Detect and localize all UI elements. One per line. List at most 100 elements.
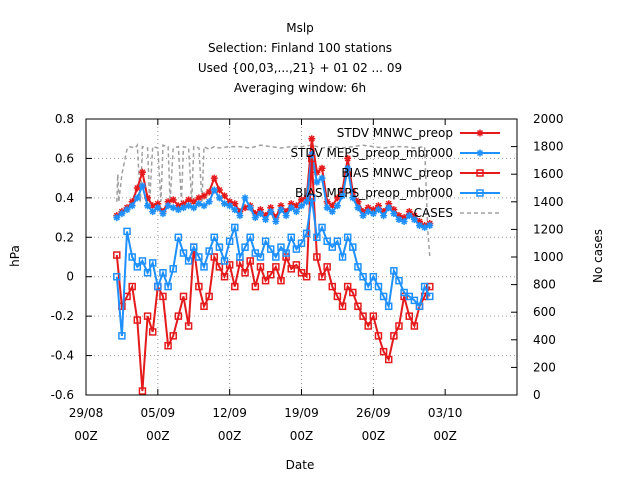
data-point [354, 198, 362, 206]
data-point [231, 200, 239, 208]
data-point [308, 194, 316, 202]
y2-tick-label: 0 [533, 388, 541, 402]
data-point [390, 210, 398, 218]
data-point [231, 206, 239, 214]
data-point [333, 292, 342, 301]
data-point [318, 164, 326, 172]
data-point [225, 261, 234, 269]
title-line-2: Selection: Finland 100 stations [208, 41, 392, 55]
data-point [251, 282, 260, 291]
data-point [395, 276, 403, 285]
data-point [195, 282, 203, 291]
data-point [323, 204, 331, 212]
data-point [205, 247, 213, 255]
data-point [190, 204, 198, 212]
data-point [323, 237, 331, 245]
data-point [318, 174, 326, 182]
y-tick-label: 0.6 [55, 151, 74, 165]
data-point [236, 208, 244, 216]
x-tick-label-time: 00Z [218, 429, 242, 443]
data-point [349, 243, 357, 251]
data-point [267, 208, 275, 216]
data-point [220, 272, 229, 281]
data-point [133, 263, 142, 271]
data-point [374, 282, 383, 291]
data-point [256, 206, 264, 214]
data-point [328, 202, 336, 210]
data-point [149, 202, 157, 210]
data-point [215, 263, 224, 271]
data-point [190, 198, 198, 206]
y-tick-label: 0.4 [55, 191, 74, 205]
data-point [323, 263, 331, 271]
data-point [400, 218, 408, 226]
data-point [333, 237, 342, 245]
data-point [384, 302, 393, 311]
data-point [143, 269, 152, 277]
data-point [344, 154, 352, 162]
data-point [282, 249, 290, 257]
series-3 [113, 194, 434, 340]
y2-tick-label: 1400 [533, 195, 564, 209]
data-point [302, 229, 311, 238]
data-point [133, 316, 142, 324]
data-point [272, 263, 280, 271]
data-point [282, 208, 290, 216]
x-tick-label-time: 00Z [74, 429, 98, 443]
data-point [138, 257, 147, 265]
data-point [380, 208, 388, 216]
data-point [287, 204, 295, 212]
data-point [266, 245, 275, 253]
data-point [333, 194, 341, 202]
data-point [118, 332, 126, 340]
data-point [138, 168, 146, 176]
data-point [215, 194, 223, 202]
title-line-4: Averaging window: 6h [234, 81, 366, 95]
data-point [420, 282, 429, 291]
data-point [303, 198, 311, 206]
data-point [343, 282, 352, 291]
data-point [138, 387, 147, 395]
x-tick-label: 19/09 [284, 406, 319, 420]
data-point [185, 202, 193, 210]
data-point [256, 253, 265, 261]
data-point [200, 302, 208, 311]
data-point [379, 292, 388, 301]
data-point [215, 186, 223, 194]
data-point [159, 292, 167, 301]
data-point [210, 174, 218, 182]
data-point [195, 253, 203, 261]
data-point [277, 202, 285, 210]
data-point [384, 355, 393, 364]
data-point [380, 212, 388, 220]
y2-tick-label: 2000 [533, 112, 564, 126]
data-point [221, 200, 229, 208]
data-point [226, 198, 234, 206]
data-point [416, 221, 424, 229]
data-point [364, 204, 372, 212]
x-tick-label: 29/08 [69, 406, 104, 420]
y2-tick-label: 1600 [533, 167, 564, 181]
data-point [405, 208, 413, 216]
legend-label: BIAS MEPS_preop_mbr000 [295, 186, 453, 200]
data-point [205, 292, 213, 301]
y-tick-label: 0 [66, 270, 74, 284]
data-point [369, 272, 378, 281]
data-point [231, 282, 239, 291]
data-point [272, 218, 280, 226]
data-point [128, 198, 136, 206]
series-line [116, 143, 431, 258]
data-point [410, 296, 419, 305]
data-point [374, 332, 383, 340]
data-point [339, 186, 347, 194]
data-point [179, 249, 188, 257]
data-point [174, 206, 182, 214]
data-point [113, 214, 121, 222]
x-tick-label-time: 00Z [290, 429, 314, 443]
data-point [174, 233, 183, 242]
legend-label: STDV MEPS_preop_mbr000 [290, 146, 453, 160]
data-point [246, 257, 254, 265]
data-point [349, 194, 357, 202]
data-point [344, 164, 352, 172]
legend-marker [476, 149, 484, 157]
